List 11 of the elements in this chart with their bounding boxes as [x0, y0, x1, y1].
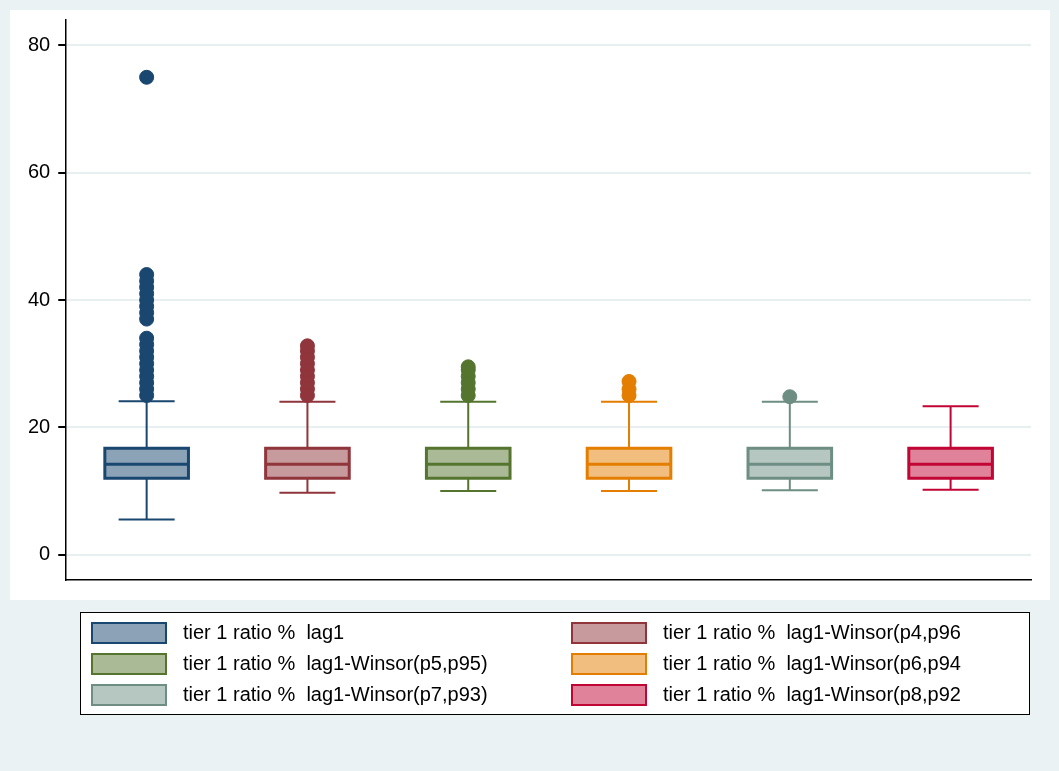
y-tick-label: 0	[39, 542, 51, 565]
legend-label: tier 1 ratio % lag1-Winsor(p6,p94	[663, 652, 961, 675]
legend-label: tier 1 ratio % lag1	[183, 621, 345, 644]
y-tick-label: 60	[28, 160, 51, 183]
legend-label: tier 1 ratio % lag1-Winsor(p8,p92	[663, 683, 961, 706]
y-tick-label: 80	[28, 32, 51, 55]
legend-label: tier 1 ratio % lag1-Winsor(p7,p93)	[183, 683, 488, 706]
legend-label: tier 1 ratio % lag1-Winsor(p5,p95)	[183, 652, 488, 675]
legend-label: tier 1 ratio % lag1-Winsor(p4,p96	[663, 621, 961, 644]
y-tick-label: 40	[28, 287, 51, 310]
y-tick-label: 20	[28, 414, 51, 437]
